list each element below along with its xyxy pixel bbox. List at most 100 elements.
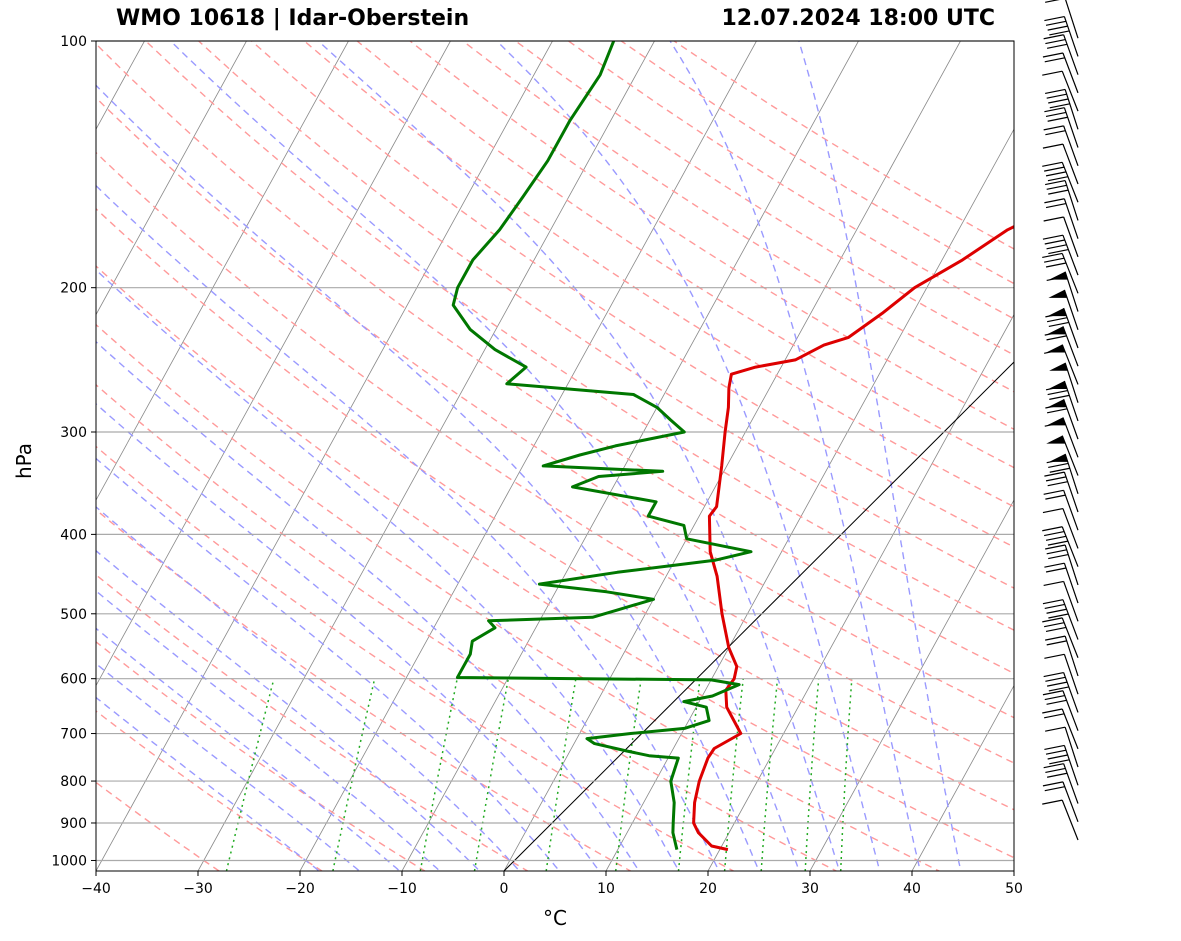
dry-adiabat-line — [96, 641, 427, 871]
dry-adiabat-line — [409, 41, 1014, 431]
isotherm-line — [809, 499, 1014, 871]
x-tick-label: −10 — [387, 881, 417, 897]
dewpoint-profile-line — [451, 41, 753, 850]
moist-adiabat-line — [798, 41, 962, 871]
dry-adiabat-line — [96, 781, 221, 871]
wind-barb — [1044, 417, 1079, 458]
wind-barb — [1042, 161, 1079, 203]
mixing-ratio-line — [760, 678, 779, 871]
dry-adiabat-line — [96, 445, 735, 871]
isotherm-line — [96, 41, 451, 687]
wind-barb — [1045, 307, 1079, 349]
isotherm-line — [197, 41, 655, 871]
dry-adiabat-line — [198, 41, 1014, 589]
wind-barb — [1044, 744, 1079, 786]
wind-barb — [1045, 179, 1079, 221]
dry-adiabat-line — [673, 41, 1014, 250]
plot-frame — [95, 40, 1015, 872]
wind-barb — [1044, 15, 1079, 57]
mixing-ratio-line — [419, 678, 458, 871]
isotherm-line — [299, 41, 757, 871]
wind-barb — [1043, 763, 1079, 804]
wind-barb — [1045, 0, 1079, 39]
sounding-profiles — [451, 41, 1014, 852]
wind-barb — [1042, 526, 1079, 567]
moist-adiabat-line — [96, 590, 441, 871]
isotherm-line — [401, 41, 859, 871]
wind-barb — [1044, 653, 1079, 695]
wind-barb — [1043, 671, 1079, 713]
wind-barb — [1042, 708, 1079, 750]
wind-barb — [1044, 471, 1079, 513]
wind-barb — [1046, 271, 1079, 312]
mixing-ratio-line — [677, 678, 701, 871]
y-tick-label: 100 — [60, 34, 87, 50]
x-tick-label: −30 — [183, 881, 213, 897]
mixing-ratio-line — [804, 678, 820, 871]
x-tick-label: 50 — [1005, 881, 1023, 897]
reference-line — [503, 361, 1014, 871]
moist-adiabat-line — [96, 402, 601, 871]
wind-barb — [1043, 580, 1079, 622]
moist-adiabat-line — [96, 627, 401, 871]
wind-barb — [1042, 617, 1079, 658]
dry-adiabat-line — [145, 41, 1014, 631]
wind-barb — [1043, 125, 1079, 166]
wind-barb — [1042, 52, 1079, 94]
isotherm-line — [96, 41, 247, 316]
x-tick-label: −20 — [285, 881, 315, 897]
isotherm-line — [911, 684, 1014, 871]
mixing-ratio-line — [332, 678, 376, 871]
y-tick-label: 1000 — [51, 853, 87, 869]
y-tick-label: 700 — [60, 727, 87, 743]
isotherm-line — [96, 41, 349, 501]
wind-barb — [1048, 289, 1079, 330]
wind-barb — [1042, 599, 1079, 640]
mixing-ratio-line — [225, 678, 275, 871]
y-tick-label: 300 — [60, 425, 87, 441]
dry-adiabat-line — [251, 41, 1014, 548]
moist-adiabat-line — [96, 84, 760, 871]
mixing-ratio-line — [839, 678, 853, 871]
moist-adiabat-line — [96, 549, 481, 871]
wind-barb — [1045, 88, 1079, 130]
isotherm-line — [96, 41, 553, 871]
wind-barbs — [1042, 0, 1079, 841]
moist-adiabat-line — [669, 41, 921, 871]
y-tick-label: 400 — [60, 527, 87, 543]
wind-barb — [1045, 380, 1079, 422]
temperature-profile-line — [692, 225, 1014, 852]
y-tick-label: 900 — [60, 816, 87, 832]
chart-title-datetime: 12.07.2024 18:00 UTC — [721, 6, 995, 31]
wind-barb — [1046, 435, 1079, 476]
wind-barb — [1042, 70, 1079, 112]
moist-adiabat-line — [96, 457, 561, 871]
wind-barb — [1045, 726, 1079, 768]
isotherm-line — [503, 41, 961, 871]
x-tick-label: 0 — [500, 881, 509, 897]
wind-barb — [1042, 252, 1079, 294]
x-tick-label: 40 — [903, 881, 921, 897]
dry-adiabat-line — [515, 41, 1014, 356]
moist-adiabat-line — [96, 662, 361, 871]
wind-barb — [1044, 344, 1079, 385]
dry-adiabat-line — [96, 383, 838, 871]
wind-barb — [1042, 799, 1079, 841]
wind-barb — [1043, 34, 1079, 75]
dry-adiabat-line — [568, 41, 1014, 320]
dry-adiabat-line — [96, 96, 1014, 719]
isotherm-line — [707, 313, 1014, 871]
wind-barb — [1045, 635, 1079, 677]
mixing-ratio-line — [614, 678, 642, 871]
dry-adiabat-line — [96, 323, 941, 871]
mixing-ratio-line — [723, 678, 744, 871]
x-tick-label: 30 — [801, 881, 819, 897]
wind-barb — [1042, 143, 1079, 185]
moist-adiabat-line — [96, 696, 321, 871]
wind-barb — [1045, 399, 1079, 440]
dry-adiabat-line — [356, 41, 1014, 469]
dry-adiabat-line — [96, 207, 1014, 811]
wind-barb — [1042, 234, 1079, 276]
